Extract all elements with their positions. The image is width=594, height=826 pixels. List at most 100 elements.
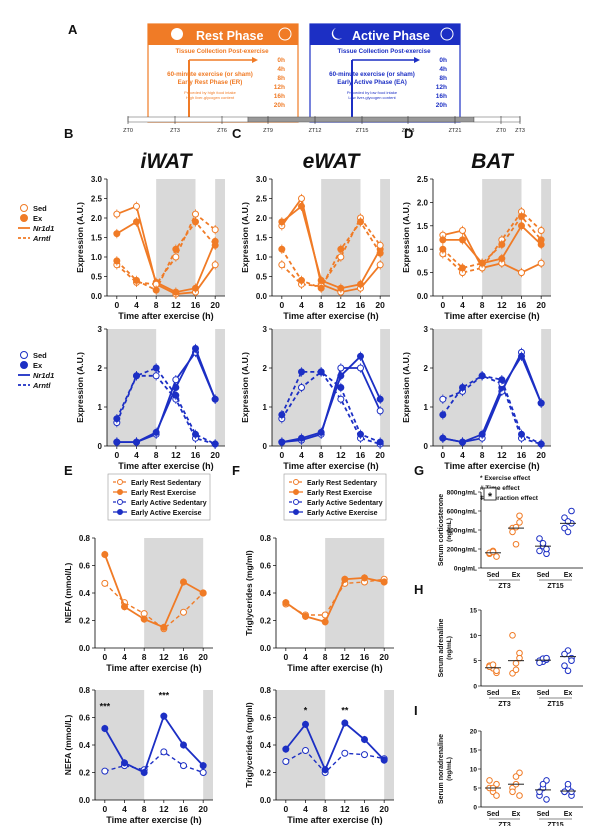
data-point: [298, 384, 305, 391]
data-point: [172, 384, 180, 391]
data-point: [459, 236, 466, 244]
data-point: [361, 751, 368, 759]
y-tick-label: 0.0: [260, 644, 272, 653]
x-tick-label: 20: [375, 300, 385, 310]
active-time-label: 16h: [436, 93, 447, 100]
dark-phase-shading: [384, 690, 394, 800]
data-point: [498, 376, 506, 384]
y-tick-label: 2: [424, 364, 429, 373]
x-tick-label: 12: [171, 450, 181, 460]
data-point: [337, 284, 345, 292]
legend-label: Early Active Exercise: [131, 510, 202, 517]
y-tick-label: 0: [263, 442, 268, 451]
y-tick-label: 0.4: [79, 741, 91, 750]
data-point: [160, 748, 168, 756]
zt-label: ZT0: [496, 128, 506, 134]
y-axis-unit: (ng/mL): [446, 757, 453, 781]
y-tick-label: 0: [473, 684, 477, 691]
data-point: [376, 395, 384, 403]
x-tick-label: 8: [480, 450, 485, 460]
data-point: [133, 202, 140, 210]
y-axis-label: NEFA (mmol/L): [63, 715, 73, 776]
y-tick-label: 0.0: [91, 292, 103, 301]
y-tick-label: 0.2: [260, 769, 272, 778]
data-point: [376, 438, 384, 446]
sig-star: ***: [159, 690, 170, 700]
series-line: [103, 554, 204, 629]
data-point: [298, 368, 305, 376]
data-point: [337, 372, 345, 380]
data-point: [101, 725, 109, 732]
x-axis-label: Time after exercise (h): [283, 461, 378, 471]
active-time-label: 12h: [436, 84, 447, 91]
active-phase-header: [310, 24, 460, 45]
data-point: [439, 411, 447, 419]
y-axis-label: Expression (A.U.): [75, 352, 85, 423]
x-tick-label: 16: [517, 300, 527, 310]
x-tick-label: 16: [179, 652, 189, 662]
zt-label: ZT9: [263, 128, 273, 134]
data-point: [211, 226, 219, 234]
panel-label-c: C: [232, 126, 242, 141]
x-tick-label: 4: [460, 300, 465, 310]
dark-phase-shading: [325, 538, 385, 648]
x-tick-label: 4: [134, 300, 139, 310]
data-point: [180, 578, 187, 586]
y-tick-label: 1.0: [91, 253, 103, 262]
x-group-label: Ex: [512, 811, 521, 818]
significance-box: [483, 487, 497, 501]
data-point: [113, 257, 121, 265]
zt-group-label: ZT3: [498, 583, 511, 590]
data-point: [478, 372, 486, 380]
rest-arrowhead: [252, 57, 258, 63]
x-group-label: Sed: [537, 572, 550, 579]
legend-marker: [117, 499, 123, 505]
data-point: [133, 372, 140, 380]
data-point: [302, 747, 309, 754]
data-point: [561, 788, 568, 796]
y-tick-label: 1.0: [417, 245, 429, 254]
x-tick-label: 12: [336, 300, 346, 310]
data-point: [518, 269, 525, 277]
data-point: [113, 415, 121, 423]
data-point: [302, 612, 309, 620]
y-tick-label: 20: [470, 729, 478, 736]
data-point: [113, 230, 121, 238]
active-note2: Low liver-glycogen content: [348, 95, 396, 100]
data-point: [478, 259, 486, 267]
rest-time-label: 12h: [274, 84, 285, 91]
legend-label: Early Active Sedentary: [307, 500, 383, 507]
x-tick-label: 8: [323, 804, 328, 814]
data-point: [509, 788, 516, 796]
dark-phase-shading: [541, 179, 551, 296]
effect-key: ǂ Interaction effect: [480, 495, 539, 502]
data-point: [180, 741, 187, 749]
x-axis-label: Time after exercise (h): [106, 663, 201, 673]
x-group-label: Ex: [564, 572, 573, 579]
significance-star: *: [488, 491, 493, 503]
data-point: [278, 438, 286, 446]
active-line1: 60-minute exercise (or sham): [329, 71, 415, 78]
legend-marker-ex: [20, 214, 28, 222]
active-line2: Early Active Phase (EA): [337, 79, 407, 86]
y-tick-label: 1: [98, 403, 103, 412]
data-point: [564, 528, 572, 536]
y-tick-label: 1.5: [417, 222, 429, 231]
rest-time-label: 0h: [277, 57, 285, 64]
x-tick-label: 8: [480, 300, 485, 310]
data-point: [357, 352, 364, 360]
y-tick-label: 0.0: [260, 796, 272, 805]
data-point: [278, 245, 286, 253]
data-point: [152, 364, 160, 372]
y-tick-label: 3.0: [256, 175, 268, 184]
rest-line1: 60-minute exercise (or sham): [167, 71, 253, 78]
x-tick-label: 20: [198, 652, 208, 662]
x-axis-label: Time after exercise (h): [118, 311, 213, 321]
x-tick-label: 0: [279, 300, 284, 310]
data-point: [439, 395, 447, 403]
